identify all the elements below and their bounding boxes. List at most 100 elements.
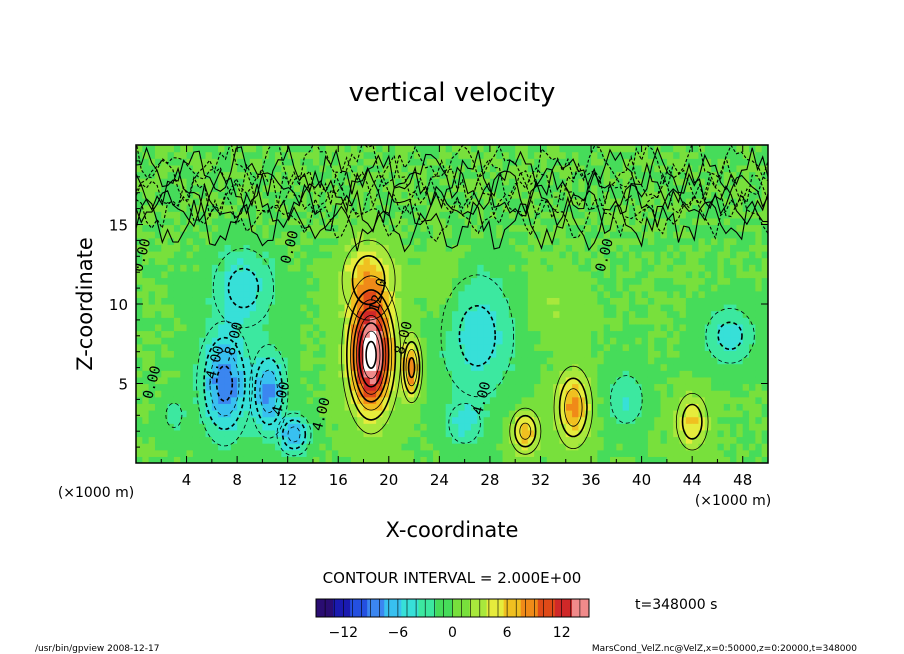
heatmap-cell bbox=[502, 410, 510, 418]
heatmap-cell bbox=[755, 383, 763, 391]
heatmap-cell bbox=[142, 396, 150, 404]
heatmap-cell bbox=[477, 290, 485, 298]
heatmap-cell bbox=[616, 350, 624, 358]
heatmap-cell bbox=[603, 383, 611, 391]
heatmap-cell bbox=[458, 204, 466, 212]
heatmap-cell bbox=[445, 244, 453, 252]
heatmap-cell bbox=[369, 204, 377, 212]
heatmap-cell bbox=[376, 443, 384, 451]
heatmap-cell bbox=[591, 224, 598, 232]
contour-negative bbox=[212, 248, 274, 329]
heatmap-cell bbox=[186, 403, 194, 411]
heatmap-cell bbox=[376, 270, 384, 279]
heatmap-cell bbox=[559, 270, 567, 279]
heatmap-cell bbox=[572, 244, 579, 252]
heatmap-cell bbox=[243, 423, 251, 431]
heatmap-cell bbox=[458, 251, 466, 259]
heatmap-cell bbox=[704, 410, 712, 418]
heatmap-cell bbox=[142, 198, 150, 206]
heatmap-cell bbox=[628, 317, 636, 325]
heatmap-cell bbox=[256, 330, 263, 338]
heatmap-cell bbox=[142, 158, 150, 166]
heatmap-cell bbox=[597, 304, 605, 312]
heatmap-cell bbox=[331, 403, 339, 411]
heatmap-cell bbox=[692, 164, 700, 173]
heatmap-cell bbox=[742, 423, 750, 431]
heatmap-cell bbox=[338, 383, 346, 391]
heatmap-cell bbox=[692, 191, 700, 199]
heatmap-cell bbox=[136, 171, 143, 179]
heatmap-cell bbox=[363, 211, 371, 219]
heatmap-cell bbox=[647, 264, 655, 272]
heatmap-cell bbox=[249, 224, 257, 232]
heatmap-cell bbox=[369, 257, 377, 265]
heatmap-cell bbox=[761, 330, 768, 338]
heatmap-cell bbox=[546, 145, 554, 153]
heatmap-cell bbox=[294, 337, 301, 345]
heatmap-cell bbox=[369, 317, 377, 325]
heatmap-cell bbox=[553, 390, 561, 398]
heatmap-cell bbox=[300, 270, 308, 279]
heatmap-cell bbox=[502, 403, 510, 411]
heatmap-cell bbox=[565, 416, 573, 424]
heatmap-cell bbox=[527, 198, 535, 206]
heatmap-cell bbox=[723, 251, 731, 259]
heatmap-cell bbox=[565, 323, 573, 332]
heatmap-cell bbox=[388, 410, 396, 418]
heatmap-cell bbox=[312, 178, 320, 186]
heatmap-cell bbox=[755, 145, 763, 153]
heatmap-cell bbox=[211, 217, 219, 226]
heatmap-cell bbox=[521, 198, 529, 206]
heatmap-cell bbox=[692, 224, 700, 232]
heatmap-cell bbox=[654, 171, 662, 179]
heatmap-cell bbox=[338, 198, 346, 206]
heatmap-cell bbox=[635, 264, 643, 272]
heatmap-cell bbox=[439, 251, 447, 259]
heatmap-cell bbox=[275, 376, 282, 385]
heatmap-cell bbox=[559, 443, 567, 451]
heatmap-cell bbox=[136, 423, 143, 431]
heatmap-cell bbox=[136, 164, 143, 173]
heatmap-cell bbox=[483, 443, 491, 451]
heatmap-cell bbox=[755, 343, 763, 351]
heatmap-cell bbox=[723, 178, 731, 186]
heatmap-cell bbox=[477, 217, 485, 226]
heatmap-cell bbox=[376, 297, 384, 305]
heatmap-cell bbox=[553, 304, 561, 312]
colorbar-tick-label: −6 bbox=[388, 625, 409, 641]
heatmap-cell bbox=[502, 178, 510, 186]
heatmap-cell bbox=[192, 323, 200, 332]
heatmap-cell bbox=[414, 151, 421, 159]
heatmap-cell bbox=[142, 184, 150, 192]
heatmap-cell bbox=[597, 337, 605, 345]
heatmap-cell bbox=[173, 390, 181, 398]
heatmap-cell bbox=[439, 390, 447, 398]
heatmap-cell bbox=[445, 224, 453, 232]
heatmap-cell bbox=[249, 290, 257, 298]
heatmap-cell bbox=[761, 376, 768, 385]
heatmap-cell bbox=[281, 343, 289, 351]
heatmap-cell bbox=[445, 217, 453, 226]
heatmap-cell bbox=[161, 443, 169, 451]
heatmap-cell bbox=[553, 449, 561, 457]
heatmap-cell bbox=[331, 284, 339, 292]
heatmap-cell bbox=[249, 443, 257, 451]
heatmap-cell bbox=[331, 184, 339, 192]
heatmap-cell bbox=[268, 390, 276, 398]
heatmap-cell bbox=[281, 376, 289, 385]
heatmap-cell bbox=[294, 310, 301, 318]
heatmap-cell bbox=[237, 383, 245, 391]
heatmap-cell bbox=[534, 237, 542, 245]
heatmap-cell bbox=[312, 449, 320, 457]
heatmap-cell bbox=[647, 290, 655, 298]
heatmap-cell bbox=[610, 370, 617, 378]
heatmap-cell bbox=[148, 423, 156, 431]
heatmap-cell bbox=[414, 184, 421, 192]
heatmap-cell bbox=[426, 350, 434, 358]
heatmap-cell bbox=[262, 217, 270, 226]
heatmap-cell bbox=[287, 297, 295, 305]
heatmap-cell bbox=[369, 357, 377, 365]
heatmap-cell bbox=[369, 456, 377, 463]
heatmap-cell bbox=[294, 198, 301, 206]
heatmap-cell bbox=[439, 337, 447, 345]
